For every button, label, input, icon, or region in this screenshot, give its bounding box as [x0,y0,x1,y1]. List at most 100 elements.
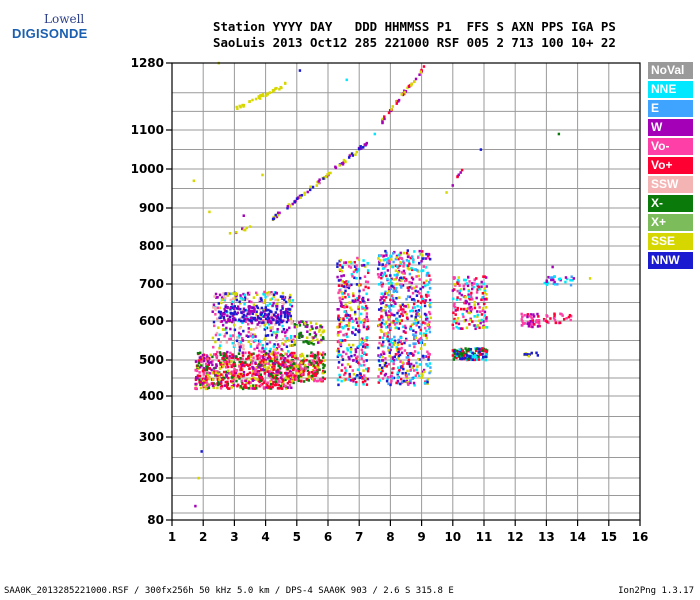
echo-point [279,320,283,324]
echo-point [558,321,562,325]
echo-point [234,293,237,296]
echo-point [198,363,202,367]
echo-point [412,297,415,301]
echo-point [405,297,408,301]
echo-point [547,321,550,325]
echo-point [286,316,289,320]
echo-point [280,386,283,390]
echo-point [363,275,367,278]
echo-point [282,302,285,306]
echo-point [272,345,276,348]
echo-point [384,249,387,253]
echo-point [545,282,548,286]
echo-point [457,173,460,177]
echo-point [297,379,301,383]
echo-point [352,294,355,298]
echo-point [412,353,415,357]
echo-point [351,154,355,157]
echo-point [221,374,225,377]
echo-point [213,324,216,328]
echo-point [224,352,228,356]
echo-point [379,298,382,302]
echo-point [354,374,358,378]
echo-point [410,266,413,270]
echo-point [416,310,419,314]
echo-point [406,382,410,385]
echo-point [322,329,325,332]
echo-point [380,276,383,280]
echo-point [473,306,477,310]
echo-point [350,283,353,286]
echo-point [315,372,319,375]
echo-point [401,310,404,313]
echo-point [196,377,199,380]
echo-point [273,368,276,371]
echo-point [313,373,316,376]
echo-point [400,271,404,274]
echo-point [276,373,279,377]
echo-point [281,330,284,334]
echo-point [253,317,256,321]
echo-point [415,361,418,365]
echo-point [386,277,389,281]
echo-point [410,298,414,301]
echo-point [243,293,247,297]
echo-point [247,386,251,390]
y-tick-label: 300 [139,430,164,444]
echo-point [198,371,201,374]
echo-point [272,331,275,334]
echo-point [392,305,395,308]
echo-point [298,324,302,327]
echo-point [260,306,264,310]
echo-point [478,326,481,330]
echo-point [276,305,279,308]
echo-point [251,98,254,102]
echo-point [342,326,345,330]
echo-point [214,312,217,316]
echo-point [419,287,422,291]
echo-point [404,331,407,334]
echo-point [273,365,276,368]
echo-point [274,374,278,378]
echo-point [392,289,395,293]
echo-point [252,340,256,344]
echo-point [405,375,408,378]
echo-point [392,343,396,347]
echo-point [311,359,315,362]
echo-point [279,318,282,322]
echo-point [468,307,472,311]
echo-point [461,312,464,316]
echo-point [412,364,416,368]
echo-point [469,293,473,297]
echo-point [301,367,304,371]
echo-point [474,327,477,331]
echo-point [194,378,198,382]
echo-point [464,347,467,350]
legend-item-nnw: NNW [648,252,693,269]
echo-point [338,296,341,300]
echo-point [409,327,413,330]
echo-point [359,372,362,375]
echo-point [301,354,305,358]
echo-point [464,318,468,322]
echo-point [230,292,233,296]
echo-point [378,368,381,371]
echo-point [382,295,385,298]
echo-point [428,257,432,261]
echo-point [530,322,533,326]
echo-point [391,297,395,300]
echo-point [205,381,208,384]
echo-point [302,340,305,344]
echo-point [266,92,269,96]
legend-item-sse: SSE [648,233,693,250]
echo-point [251,309,254,313]
echo-point [456,296,459,299]
echo-point [406,249,409,252]
echo-point [342,261,346,264]
echo-point [306,366,310,369]
echo-point [244,383,247,387]
echo-point [482,275,485,278]
echo-point [428,330,432,334]
echo-point [320,338,323,342]
echo-point [278,317,281,321]
